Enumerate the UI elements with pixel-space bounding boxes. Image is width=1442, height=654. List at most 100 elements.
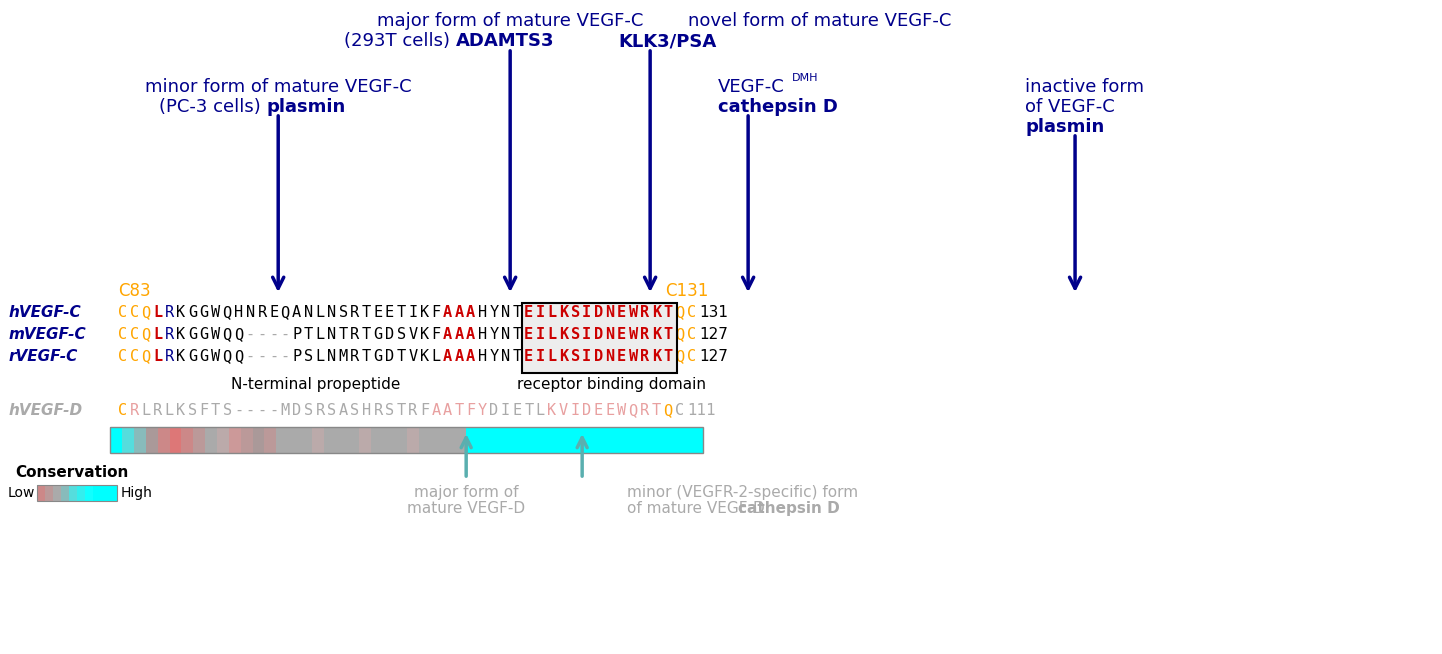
Bar <box>53 485 61 501</box>
Text: T: T <box>663 327 672 342</box>
Text: L: L <box>548 305 557 320</box>
Text: C: C <box>686 305 695 320</box>
Text: V: V <box>408 349 417 364</box>
Text: S: S <box>571 305 580 320</box>
Text: N: N <box>327 349 336 364</box>
Text: (293T cells): (293T cells) <box>345 32 456 50</box>
Text: L: L <box>316 305 324 320</box>
Text: R: R <box>373 403 382 418</box>
Text: C: C <box>686 327 695 342</box>
Text: W: W <box>617 403 626 418</box>
Bar <box>157 427 170 453</box>
Text: E: E <box>606 403 614 418</box>
Bar <box>597 427 609 453</box>
FancyArrow shape <box>110 371 521 399</box>
Text: R: R <box>164 305 173 320</box>
Text: of VEGF-C: of VEGF-C <box>1025 98 1115 116</box>
Text: mVEGF-C: mVEGF-C <box>9 327 87 342</box>
Bar <box>525 427 536 453</box>
Text: C: C <box>130 349 138 364</box>
Text: VEGF-C: VEGF-C <box>718 78 784 96</box>
Bar <box>620 427 632 453</box>
Bar <box>490 427 502 453</box>
Bar <box>216 427 229 453</box>
Text: N: N <box>606 349 614 364</box>
Text: A: A <box>454 327 464 342</box>
Text: Q: Q <box>675 305 684 320</box>
Text: hVEGF-D: hVEGF-D <box>9 403 82 418</box>
Text: hVEGF-C: hVEGF-C <box>9 305 81 320</box>
Text: -: - <box>270 403 278 418</box>
Text: C83: C83 <box>118 282 151 300</box>
Text: Q: Q <box>281 305 290 320</box>
Text: A: A <box>454 305 464 320</box>
Text: K: K <box>652 305 660 320</box>
Text: D: D <box>489 403 499 418</box>
Text: R: R <box>164 349 173 364</box>
Text: L: L <box>141 403 150 418</box>
Text: H: H <box>362 403 371 418</box>
Bar <box>632 427 643 453</box>
Text: A: A <box>443 327 453 342</box>
Text: Q: Q <box>141 349 150 364</box>
Text: Q: Q <box>675 349 684 364</box>
Text: 111: 111 <box>688 403 717 418</box>
Text: E: E <box>617 305 626 320</box>
Text: rVEGF-C: rVEGF-C <box>9 349 78 364</box>
Text: cathepsin D: cathepsin D <box>718 98 838 116</box>
Text: N: N <box>500 305 510 320</box>
Bar <box>101 485 110 501</box>
Text: 127: 127 <box>699 327 728 342</box>
Text: Q: Q <box>222 305 232 320</box>
Text: E: E <box>617 349 626 364</box>
Text: D: D <box>594 349 603 364</box>
Text: D: D <box>385 349 394 364</box>
Text: D: D <box>293 403 301 418</box>
Text: Q: Q <box>141 327 150 342</box>
Bar <box>205 427 216 453</box>
Bar <box>454 427 466 453</box>
Text: minor (VEGFR-2-specific) form: minor (VEGFR-2-specific) form <box>627 485 858 500</box>
Text: T: T <box>512 349 522 364</box>
Text: E: E <box>594 403 603 418</box>
Text: P: P <box>293 327 301 342</box>
Text: R: R <box>640 403 649 418</box>
Text: T: T <box>339 327 348 342</box>
Bar <box>241 427 252 453</box>
Bar <box>229 427 241 453</box>
Text: Low: Low <box>7 486 35 500</box>
Text: A: A <box>443 403 453 418</box>
Text: Q: Q <box>234 349 244 364</box>
Text: R: R <box>316 403 324 418</box>
Bar <box>336 427 348 453</box>
Text: plasmin: plasmin <box>267 98 346 116</box>
Bar <box>94 485 101 501</box>
Text: receptor binding domain: receptor binding domain <box>518 377 707 392</box>
Text: F: F <box>199 403 209 418</box>
Text: K: K <box>548 403 557 418</box>
Text: cathepsin D: cathepsin D <box>738 501 839 516</box>
Text: -: - <box>245 403 255 418</box>
Bar <box>110 485 117 501</box>
Text: R: R <box>408 403 417 418</box>
Text: novel form of mature VEGF-C: novel form of mature VEGF-C <box>688 12 952 30</box>
Text: K: K <box>176 349 186 364</box>
Bar <box>609 427 620 453</box>
Text: High: High <box>120 486 151 500</box>
Text: S: S <box>304 403 313 418</box>
Text: -: - <box>281 349 290 364</box>
Text: D: D <box>594 305 603 320</box>
Text: T: T <box>652 403 660 418</box>
Text: L: L <box>548 349 557 364</box>
Text: K: K <box>176 403 186 418</box>
Text: minor form of mature VEGF-C: minor form of mature VEGF-C <box>144 78 411 96</box>
Bar <box>359 427 371 453</box>
Text: N: N <box>606 327 614 342</box>
Text: C: C <box>675 403 684 418</box>
Text: A: A <box>454 349 464 364</box>
Text: K: K <box>420 349 428 364</box>
Bar <box>418 427 430 453</box>
Text: C: C <box>686 349 695 364</box>
Bar <box>277 427 288 453</box>
Bar <box>371 427 384 453</box>
